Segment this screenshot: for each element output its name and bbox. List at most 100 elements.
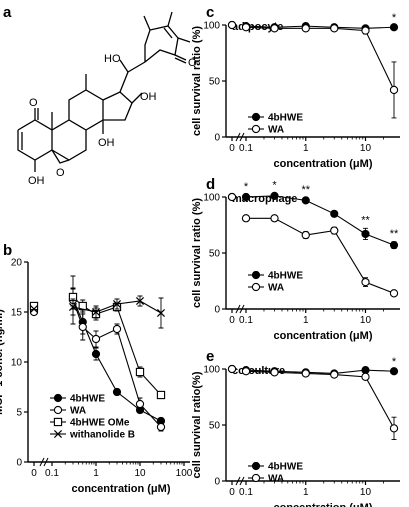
- x-tick-label: 1: [93, 468, 99, 479]
- x-tick-label: 1: [303, 315, 309, 326]
- data-point: [301, 24, 310, 33]
- panel-label-d: d: [206, 176, 215, 193]
- data-point: [389, 241, 399, 250]
- data-point: [389, 23, 399, 32]
- x-tick-label: 10: [134, 468, 146, 479]
- data-point: [91, 349, 101, 359]
- panel-label-a: a: [3, 4, 12, 21]
- y-tick-label: 0: [16, 458, 22, 469]
- data-point: [361, 372, 370, 381]
- significance-mark: **: [301, 184, 310, 196]
- y-tick-label: 20: [11, 258, 23, 269]
- y-tick-label: 0: [214, 477, 220, 488]
- series-line-1: [245, 26, 395, 91]
- legend-marker: [53, 405, 63, 415]
- x-tick-label: 0.1: [239, 487, 253, 498]
- significance-mark: *: [392, 12, 397, 24]
- structure-hydroxyl-a: OH: [28, 175, 45, 187]
- data-point: [78, 322, 87, 332]
- legend-label: withanolide B: [69, 430, 135, 441]
- axis-break-mark: [39, 457, 49, 467]
- legend-label: WA: [268, 125, 284, 136]
- data-point: [135, 296, 145, 306]
- legend-label: 4bHWE: [268, 113, 303, 124]
- series-line-0: [245, 195, 395, 246]
- structure-epoxide-oxygen: O: [56, 167, 65, 179]
- data-point: [270, 191, 279, 200]
- x-tick-label: 1: [303, 143, 309, 154]
- data-point: [361, 229, 370, 239]
- structure-hydroxyl-b: OH: [98, 137, 115, 149]
- panel-e: e 0 50 100 0 0.1 1 10 concentration (μM) cell su…: [191, 348, 400, 507]
- chart-d: 0 50 100 0 0.1 1 10 concentration (μM) cell surv…: [191, 180, 400, 342]
- significance-mark: *: [272, 180, 277, 192]
- legend-label: WA: [70, 406, 86, 417]
- x-axis-label: concentration (μM): [273, 158, 372, 170]
- data-point: [68, 302, 78, 312]
- series-line-2: [72, 296, 162, 396]
- structure-hydroxyl-d: HO: [104, 53, 121, 65]
- data-point: [389, 424, 399, 433]
- legend-marker: [53, 417, 63, 427]
- legend-label: 4bHWE OMe: [70, 418, 130, 429]
- panel-label-b: b: [3, 242, 12, 259]
- x-tick-label: 0.1: [239, 143, 253, 154]
- panel-label-e: e: [206, 348, 214, 365]
- legend-label: 4bHWE: [70, 394, 105, 405]
- legend-marker: [53, 429, 63, 439]
- legend-label: WA: [268, 283, 284, 294]
- data-point: [91, 307, 101, 317]
- control-point: [227, 192, 237, 202]
- data-point: [112, 299, 122, 309]
- data-point: [389, 367, 399, 376]
- y-tick-label: 0: [214, 305, 220, 316]
- structure-lactone-oxygen: O: [188, 57, 197, 69]
- x-axis-label: concentration (μM): [273, 330, 372, 342]
- data-point: [330, 24, 339, 33]
- panel-a: a: [3, 4, 197, 187]
- y-tick-label: 5: [16, 408, 22, 419]
- y-tick-label: 10: [11, 358, 23, 369]
- series-line-1: [246, 217, 395, 294]
- data-point: [270, 24, 279, 33]
- legend-marker: [251, 461, 261, 471]
- structure-ketone-oxygen: O: [29, 97, 38, 109]
- panel-d: d 0 50 100 0 0.1 1 10 concentration (μM) cell su…: [191, 176, 400, 342]
- y-tick-label: 50: [209, 249, 221, 260]
- data-point: [389, 85, 399, 95]
- control-point: [29, 304, 39, 314]
- chemical-structure: [17, 11, 191, 172]
- y-tick-label: 100: [203, 365, 220, 376]
- data-point: [135, 399, 145, 409]
- legend-label: WA: [268, 474, 284, 485]
- y-tick-label: 50: [209, 77, 221, 88]
- data-point: [112, 387, 122, 397]
- x-tick-label: 10: [360, 487, 372, 498]
- chart-e: 0 50 100 0 0.1 1 10 concentration (μM) cell surv…: [191, 356, 400, 507]
- significance-mark: *: [392, 356, 397, 368]
- data-point: [361, 26, 370, 35]
- x-tick-label: 0: [229, 487, 235, 498]
- data-point: [241, 367, 251, 376]
- legend-marker: [53, 393, 63, 403]
- y-tick-label: 100: [203, 21, 220, 32]
- y-axis-label: cell survival ratio(%): [191, 371, 203, 478]
- y-axis-label: cell survival ratio (%): [191, 198, 203, 308]
- significance-mark: **: [361, 214, 370, 226]
- data-point: [270, 214, 279, 223]
- data-point: [241, 23, 251, 32]
- x-tick-label: 10: [360, 143, 372, 154]
- data-point: [301, 369, 310, 378]
- significance-mark: *: [244, 181, 249, 193]
- y-tick-label: 15: [11, 308, 23, 319]
- data-point: [301, 230, 310, 240]
- legend-marker: [251, 270, 261, 280]
- data-point: [135, 367, 145, 377]
- data-point: [330, 226, 339, 235]
- control-point: [227, 20, 237, 30]
- axis-break-mark: [235, 132, 245, 142]
- panel-b: b 0 5 10 15 20 0 0.1 1 10 100 concentration (μM) MC…: [0, 242, 193, 495]
- legend-marker: [251, 282, 261, 292]
- x-tick-label: 0.1: [239, 315, 253, 326]
- data-point: [330, 370, 339, 379]
